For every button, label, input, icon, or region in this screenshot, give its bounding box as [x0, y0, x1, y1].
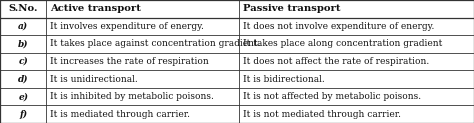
- Text: c): c): [18, 57, 28, 66]
- Text: It involves expenditure of energy.: It involves expenditure of energy.: [50, 22, 204, 31]
- Text: e): e): [18, 92, 28, 101]
- Text: It does not affect the rate of respiration.: It does not affect the rate of respirati…: [243, 57, 429, 66]
- Text: It takes place against concentration gradient.: It takes place against concentration gra…: [50, 39, 261, 48]
- Text: S.No.: S.No.: [9, 4, 38, 13]
- Text: It is bidirectional.: It is bidirectional.: [243, 75, 325, 84]
- Text: It is not mediated through carrier.: It is not mediated through carrier.: [243, 110, 401, 119]
- Text: It takes place along concentration gradient: It takes place along concentration gradi…: [243, 39, 443, 48]
- Text: It is inhibited by metabolic poisons.: It is inhibited by metabolic poisons.: [50, 92, 214, 101]
- Text: Passive transport: Passive transport: [243, 4, 341, 13]
- Text: a): a): [18, 22, 28, 31]
- Text: d): d): [18, 75, 28, 84]
- Text: Active transport: Active transport: [50, 4, 141, 13]
- Text: f): f): [19, 110, 27, 119]
- Text: It does not involve expenditure of energy.: It does not involve expenditure of energ…: [243, 22, 435, 31]
- Text: It increases the rate of respiration: It increases the rate of respiration: [50, 57, 209, 66]
- Text: It is not affected by metabolic poisons.: It is not affected by metabolic poisons.: [243, 92, 421, 101]
- Text: It is unidirectional.: It is unidirectional.: [50, 75, 138, 84]
- Text: b): b): [18, 39, 28, 48]
- Text: It is mediated through carrier.: It is mediated through carrier.: [50, 110, 190, 119]
